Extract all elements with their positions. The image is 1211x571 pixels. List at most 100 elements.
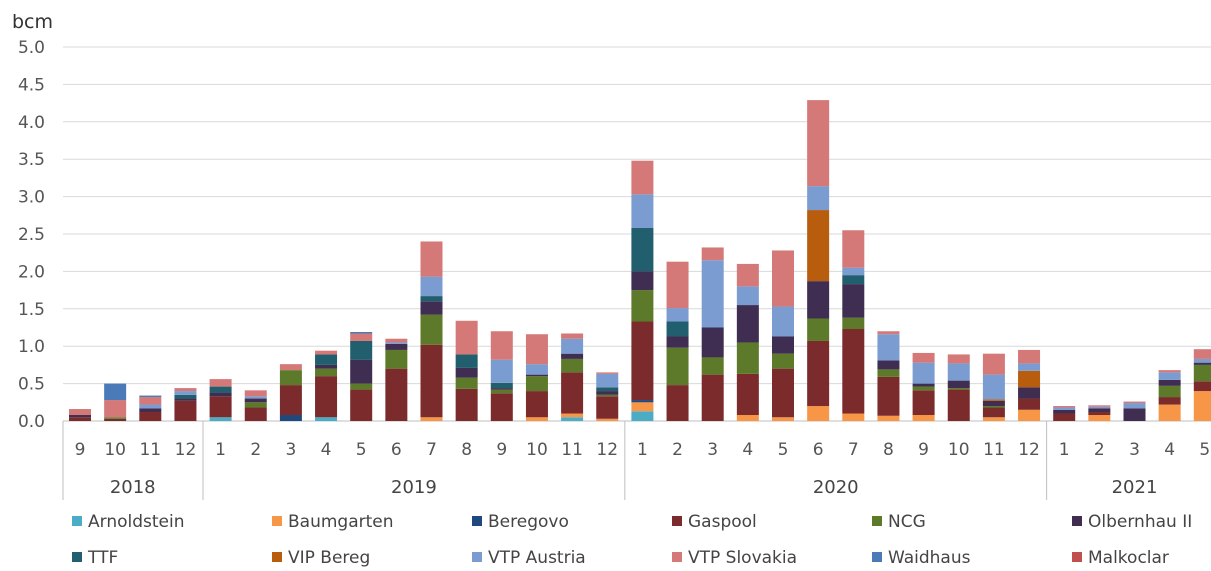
bar-segment (666, 308, 689, 322)
x-tick-label: 1 (215, 440, 226, 460)
bar-segment (385, 368, 408, 421)
y-tick-label: 2.0 (18, 262, 45, 282)
bar-segment (1193, 349, 1211, 359)
bar-stack (1053, 406, 1076, 421)
bar-segment (947, 363, 970, 381)
bar-segment (315, 364, 338, 369)
bar-segment (350, 359, 373, 384)
bar-segment (385, 343, 408, 350)
bar-segment (736, 286, 759, 306)
x-year-label: 2020 (813, 477, 859, 498)
y-tick-label: 1.0 (18, 337, 45, 357)
bar-segment (982, 353, 1005, 375)
bar-segment (420, 344, 443, 418)
x-tick-label: 3 (707, 440, 718, 460)
bar-segment (736, 263, 759, 287)
bar-segment (279, 370, 302, 386)
bar-segment (350, 383, 373, 390)
x-year-label: 2018 (110, 477, 156, 498)
bar-stack (244, 390, 267, 421)
bar-segment (666, 347, 689, 386)
bar-segment (490, 359, 513, 383)
bar-stack (1088, 405, 1111, 421)
bar-stack (420, 241, 443, 421)
bar-segment (736, 415, 759, 421)
bar-segment (420, 314, 443, 345)
bar-segment (490, 331, 513, 360)
x-tick-label: 10 (526, 440, 548, 460)
x-tick-label: 11 (561, 440, 583, 460)
legend-item: NCG (872, 512, 926, 532)
x-tick-label: 12 (1018, 440, 1040, 460)
bar-stack (1193, 349, 1211, 421)
bar-stack (701, 247, 724, 421)
x-tick-label: 3 (1129, 440, 1140, 460)
x-axis: 9 10 11 12 1 2 3 4 5 6 7 8 9 10 11 12 1 2 3 4 5 6 7 8 9 10 11 12 1 2 3… (62, 421, 1210, 500)
legend-swatch (672, 552, 682, 562)
bar-segment (525, 391, 548, 418)
bar-stack (385, 338, 408, 421)
x-tick-label: 10 (948, 440, 970, 460)
bar-stack (209, 379, 232, 421)
x-tick-label: 4 (742, 440, 753, 460)
bar-segment (315, 376, 338, 418)
bar-segment (772, 336, 794, 354)
bar-segment (174, 398, 197, 401)
bar-segment (596, 373, 619, 388)
legend-swatch (272, 552, 282, 562)
bar-segment (982, 399, 1005, 401)
x-tick-label: 2 (1094, 440, 1105, 460)
bar-segment (701, 260, 724, 328)
y-tick-label: 3.5 (18, 150, 45, 170)
x-tick-label: 7 (426, 440, 437, 460)
bar-segment (631, 321, 654, 401)
x-tick-label: 12 (596, 440, 618, 460)
bar-segment (279, 385, 302, 416)
bar-segment (420, 276, 443, 297)
bar-stack (631, 160, 654, 421)
bar-stack (69, 409, 91, 421)
bar-segment (69, 409, 91, 416)
legend-item: Olbernhau II (1072, 512, 1192, 532)
bar-segment (631, 271, 654, 291)
bar-segment (69, 415, 91, 418)
bar-segment (1193, 391, 1211, 421)
legend-swatch (872, 552, 882, 562)
legend-swatch (272, 516, 282, 526)
bar-segment (701, 247, 724, 261)
bar-segment (279, 415, 302, 421)
bar-segment (1158, 372, 1181, 380)
y-axis-ticks: 0.0 0.5 1.0 1.5 2.0 2.5 3.0 3.5 4.0 4.5 5.0 (18, 38, 45, 432)
bar-segment (420, 241, 443, 277)
x-tick-label: 5 (778, 440, 789, 460)
bar-segment (490, 382, 513, 389)
bar-segment (385, 349, 408, 369)
x-year-label: 2019 (391, 477, 437, 498)
bar-stack (139, 395, 162, 421)
y-tick-label: 4.5 (18, 75, 45, 95)
legend-item: Malkoclar (1072, 548, 1169, 568)
bar-segment (561, 333, 584, 339)
bar-segment (982, 406, 1005, 408)
bar-segment (315, 368, 338, 377)
bar-stack (772, 250, 794, 421)
bar-segment (596, 394, 619, 397)
bar-segment (244, 396, 267, 399)
bar-segment (1158, 404, 1181, 421)
x-year-label: 2021 (1112, 477, 1158, 498)
bar-segment (631, 194, 654, 229)
bar-segment (631, 402, 654, 412)
bar-segment (174, 400, 197, 421)
legend-swatch (472, 552, 482, 562)
bar-stack (315, 350, 338, 421)
bar-segment (1158, 370, 1181, 373)
x-tick-label: 5 (356, 440, 367, 460)
x-tick-label: 8 (461, 440, 472, 460)
x-tick-label: 5 (1199, 440, 1210, 460)
bar-stack (350, 331, 373, 421)
bar-segment (1123, 401, 1146, 404)
bar-stack (1158, 370, 1181, 421)
legend-swatch (1072, 552, 1082, 562)
bar-segment (350, 333, 373, 341)
